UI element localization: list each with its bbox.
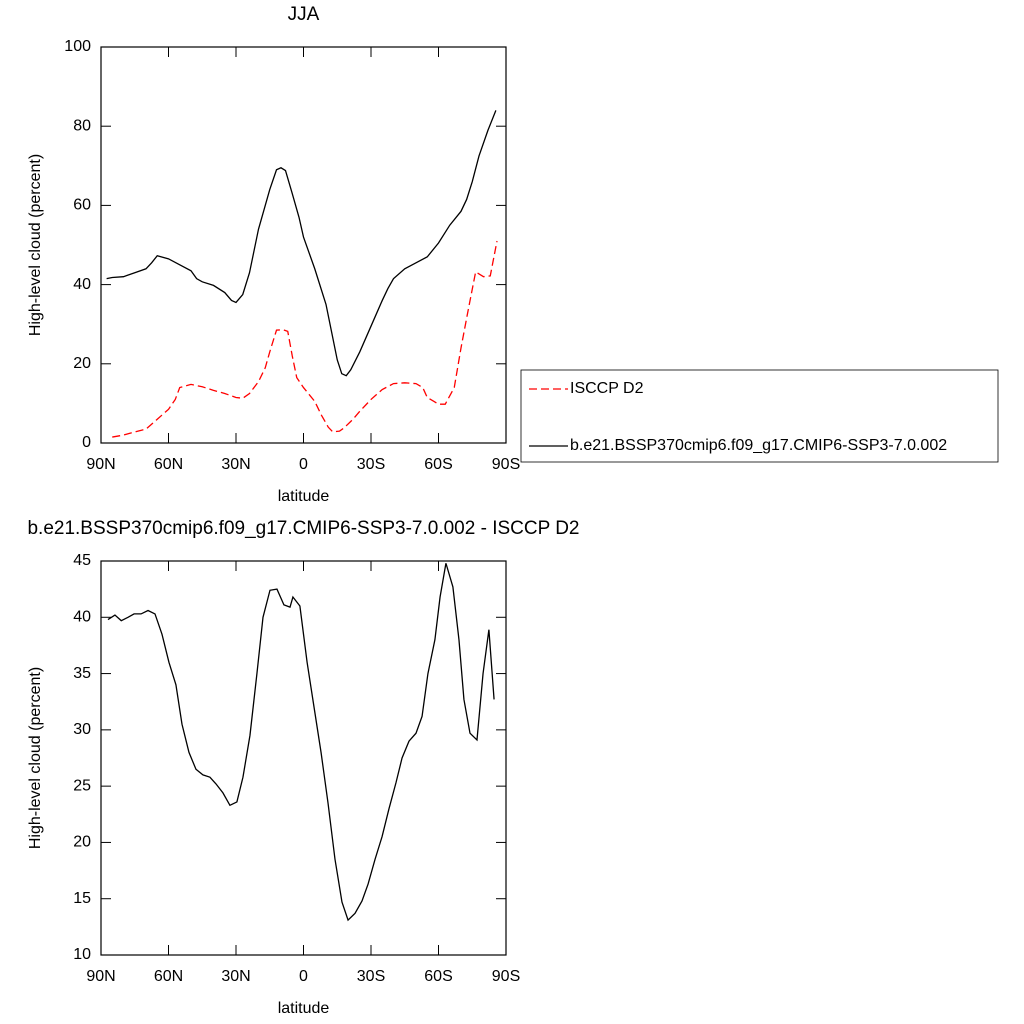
x-tick-label: 30S [357, 456, 385, 473]
y-tick-label: 35 [73, 665, 91, 682]
x-tick-label: 90S [492, 968, 520, 985]
x-axis-label: latitude [278, 1000, 330, 1017]
chart-title: JJA [288, 4, 320, 25]
y-axis-label: High-level cloud (percent) [27, 667, 44, 849]
y-tick-label: 80 [73, 117, 91, 134]
legend-box [520, 369, 999, 463]
y-tick-label: 10 [73, 946, 91, 963]
y-tick-label: 60 [73, 197, 91, 214]
y-tick-label: 40 [73, 609, 91, 626]
y-tick-label: 40 [73, 276, 91, 293]
y-tick-label: 30 [73, 721, 91, 738]
x-tick-label: 60N [154, 456, 183, 473]
x-tick-label: 0 [299, 968, 308, 985]
y-tick-label: 0 [82, 434, 91, 451]
data-line [112, 240, 498, 438]
plot-frame [100, 560, 507, 956]
y-tick-label: 15 [73, 890, 91, 907]
x-tick-label: 60S [424, 968, 452, 985]
y-tick-label: 20 [73, 834, 91, 851]
y-tick-label: 45 [73, 552, 91, 569]
y-tick-label: 25 [73, 777, 91, 794]
x-tick-label: 90S [492, 456, 520, 473]
data-line [107, 563, 495, 922]
x-tick-label: 90N [86, 968, 115, 985]
x-axis-label: latitude [278, 488, 330, 505]
x-tick-label: 30S [357, 968, 385, 985]
x-tick-label: 60S [424, 456, 452, 473]
legend-label: b.e21.BSSP370cmip6.f09_g17.CMIP6-SSP3-7.… [570, 437, 947, 454]
x-tick-label: 30N [221, 456, 250, 473]
x-tick-label: 0 [299, 456, 308, 473]
data-line [106, 110, 497, 377]
y-axis-label: High-level cloud (percent) [27, 154, 44, 336]
chart-title: b.e21.BSSP370cmip6.f09_g17.CMIP6-SSP3-7.… [27, 518, 579, 539]
x-tick-label: 60N [154, 968, 183, 985]
legend-label: ISCCP D2 [570, 380, 644, 397]
y-tick-label: 100 [64, 38, 91, 55]
x-tick-label: 30N [221, 968, 250, 985]
plot-frame [100, 46, 507, 444]
x-tick-label: 90N [86, 456, 115, 473]
y-tick-label: 20 [73, 355, 91, 372]
